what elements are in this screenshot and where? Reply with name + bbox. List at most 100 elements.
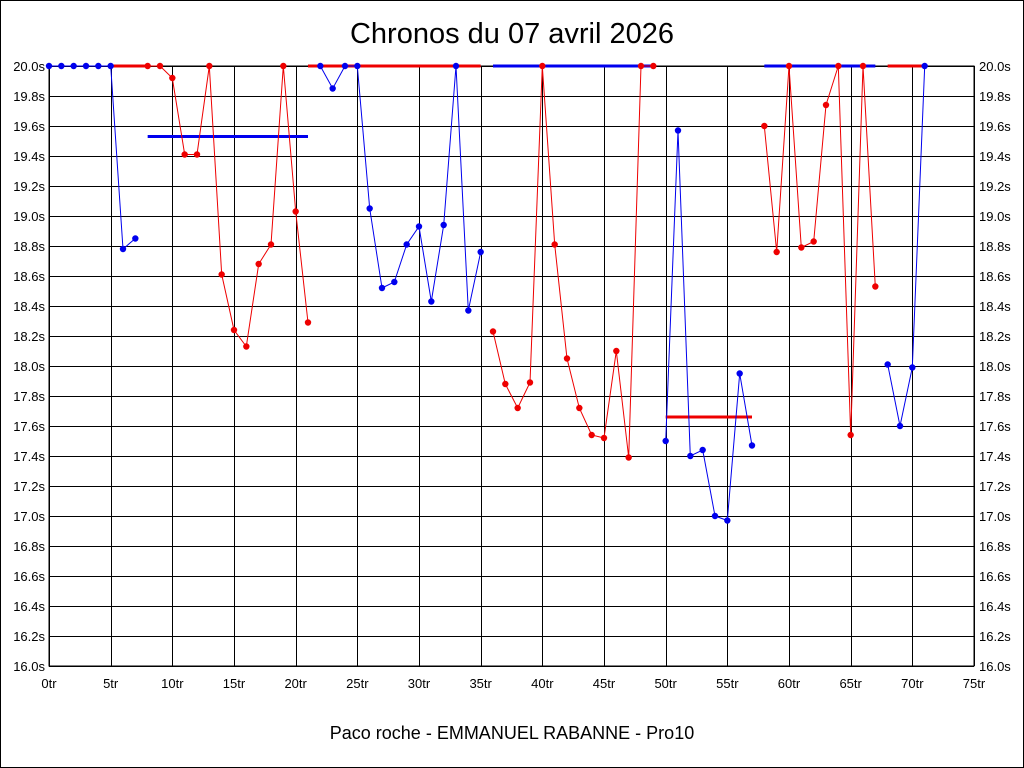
y-tick-label-left: 19.2s	[13, 179, 45, 194]
lap-point	[761, 122, 768, 130]
lap-point	[193, 151, 201, 158]
y-tick-label-right: 17.6s	[979, 419, 1011, 434]
lap-point	[107, 62, 114, 70]
lap-point	[798, 244, 805, 251]
lap-point	[230, 326, 238, 334]
y-tick-label-left: 18.8s	[13, 239, 45, 254]
lap-point	[403, 241, 410, 248]
lap-point	[884, 361, 891, 368]
lap-point	[835, 62, 842, 70]
lap-point	[452, 62, 460, 70]
series-points	[45, 62, 928, 524]
lap-point	[650, 62, 657, 70]
y-tick-label-right: 16.2s	[979, 629, 1011, 644]
lap-point	[514, 404, 521, 412]
x-tick-label: 45tr	[593, 676, 616, 691]
y-tick-label-left: 20.0s	[13, 59, 45, 74]
lap-point	[243, 343, 250, 350]
lap-point	[576, 404, 583, 412]
lap-point	[588, 431, 595, 439]
lap-point	[773, 248, 780, 256]
lap-point	[280, 62, 287, 70]
series-lines	[49, 64, 926, 522]
y-tick-label-right: 17.8s	[979, 389, 1011, 404]
y-tick-label-right: 19.6s	[979, 119, 1011, 134]
series-line	[147, 65, 309, 348]
lap-point	[169, 74, 176, 82]
chart-title: Chronos du 07 avril 2026	[350, 18, 674, 50]
lap-point	[872, 283, 879, 290]
x-tick-label: 40tr	[531, 676, 554, 691]
y-tick-label-left: 16.6s	[13, 569, 45, 584]
y-tick-label-right: 19.2s	[979, 179, 1011, 194]
x-tick-label: 55tr	[716, 676, 739, 691]
lap-point	[428, 298, 435, 305]
lap-point	[526, 379, 534, 386]
grid	[49, 66, 975, 667]
series-line	[49, 65, 136, 251]
lap-point	[181, 151, 188, 158]
lap-point	[218, 271, 225, 278]
lap-point	[144, 62, 151, 70]
lap-point	[304, 319, 312, 326]
lap-point	[637, 62, 645, 70]
x-tick-label: 65tr	[839, 676, 862, 691]
y-tick-label-right: 18.2s	[979, 329, 1011, 344]
x-tick-label: 5tr	[103, 676, 119, 691]
lap-point	[119, 245, 127, 253]
lap-point	[354, 62, 361, 70]
x-tick-label: 10tr	[161, 676, 184, 691]
y-tick-label-right: 17.0s	[979, 509, 1011, 524]
y-tick-label-right: 18.8s	[979, 239, 1011, 254]
lap-point	[539, 62, 546, 70]
lap-point	[255, 260, 262, 268]
x-tick-label: 0tr	[41, 676, 57, 691]
series-line	[763, 65, 876, 436]
lap-point	[132, 235, 139, 242]
y-tick-label-left: 19.4s	[13, 149, 45, 164]
lap-point	[625, 454, 632, 461]
x-tick-label: 30tr	[408, 676, 431, 691]
y-tick-label-left: 16.2s	[13, 629, 45, 644]
lap-point	[600, 434, 608, 442]
chart-footer: Paco roche - EMMANUEL RABANNE - Pro10	[330, 723, 694, 743]
lap-point	[859, 62, 867, 70]
y-tick-label-left: 17.0s	[13, 509, 45, 524]
y-tick-label-right: 18.0s	[979, 359, 1011, 374]
lap-point	[785, 62, 793, 70]
y-tick-label-right: 16.6s	[979, 569, 1011, 584]
y-tick-label-left: 18.2s	[13, 329, 45, 344]
x-tick-label: 70tr	[901, 676, 924, 691]
lap-point	[415, 223, 423, 230]
lap-point	[563, 355, 571, 362]
y-tick-label-left: 19.8s	[13, 89, 45, 104]
x-tick-label: 20tr	[284, 676, 307, 691]
x-tick-label: 35tr	[469, 676, 492, 691]
series-line	[665, 130, 753, 522]
lap-point	[810, 238, 817, 245]
y-tick-label-left: 17.6s	[13, 419, 45, 434]
y-tick-label-left: 19.0s	[13, 209, 45, 224]
lap-point	[921, 62, 928, 70]
x-tick-label: 60tr	[778, 676, 801, 691]
lap-point	[58, 62, 65, 70]
lap-point	[329, 85, 336, 92]
lap-point	[822, 101, 830, 109]
x-tick-label: 75tr	[963, 676, 986, 691]
y-tick-label-right: 19.4s	[979, 149, 1011, 164]
lap-point	[674, 127, 682, 134]
lap-point	[378, 284, 386, 292]
y-tick-label-right: 16.0s	[979, 659, 1011, 674]
lap-point	[724, 517, 731, 524]
y-tick-label-left: 16.0s	[13, 659, 45, 674]
lap-point	[70, 62, 77, 70]
lap-point	[847, 431, 854, 439]
y-tick-label-left: 19.6s	[13, 119, 45, 134]
y-tick-label-right: 19.8s	[979, 89, 1011, 104]
y-tick-label-left: 17.4s	[13, 449, 45, 464]
x-tick-label: 15tr	[223, 676, 246, 691]
lap-point	[156, 62, 164, 70]
x-tick-label: 50tr	[654, 676, 677, 691]
lap-point	[748, 442, 756, 449]
